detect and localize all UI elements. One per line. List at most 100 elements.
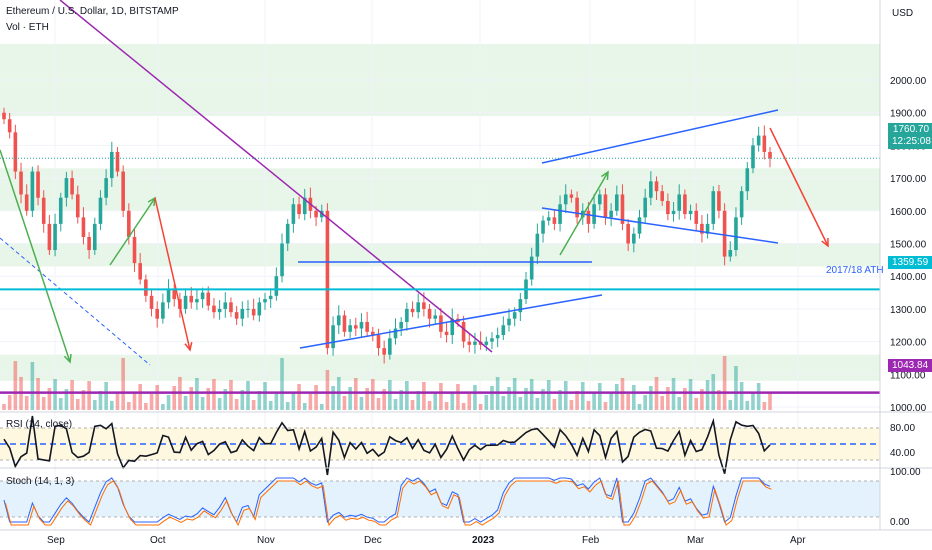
candle-body <box>274 276 279 296</box>
volume-bar <box>144 403 148 410</box>
volume-bar <box>53 379 57 410</box>
candle-body <box>717 191 721 211</box>
dashed-trend-line <box>0 237 151 366</box>
candle-body <box>359 321 364 329</box>
candle-body <box>348 325 352 332</box>
volume-bar <box>575 391 579 410</box>
volume-bar <box>563 381 568 410</box>
candle-body <box>263 299 267 303</box>
candle-body <box>200 292 205 300</box>
stoch-d-line <box>5 480 772 527</box>
red-arrow-1 <box>154 197 191 351</box>
volume-bar <box>149 394 154 410</box>
candle-body <box>700 223 704 234</box>
time-axis: Sep Oct Nov Dec 2023 Feb Mar Apr <box>0 529 932 546</box>
volume-bar <box>7 395 12 410</box>
volume-bar <box>81 390 86 410</box>
candle-body <box>195 299 199 303</box>
volume-bar <box>546 380 551 410</box>
candle-body <box>495 335 500 339</box>
candles <box>2 107 772 364</box>
volume-bar <box>643 395 647 410</box>
candle-body <box>467 341 472 345</box>
candle-body <box>268 295 273 300</box>
rising-support-line <box>299 294 603 349</box>
month-label: Apr <box>790 535 806 546</box>
volume-bar <box>671 378 676 410</box>
price-tick: 2000.00 <box>890 76 927 87</box>
volume-bar <box>626 394 630 410</box>
volume-bar <box>365 388 369 410</box>
candle-body <box>81 217 86 237</box>
candle-body <box>609 210 613 218</box>
countdown-timer: 12:25:08 <box>892 136 931 147</box>
candle-body <box>751 145 755 169</box>
volume-bar <box>541 389 545 410</box>
candle-body <box>705 223 710 234</box>
candle-body <box>2 112 6 120</box>
volume-bars <box>2 356 772 410</box>
candle-body <box>569 194 574 198</box>
volume-bar <box>456 384 460 410</box>
month-label: Sep <box>47 535 65 546</box>
candle-body <box>183 295 188 309</box>
volume-bar <box>234 399 239 410</box>
volume-bar <box>569 400 574 410</box>
volume-bar <box>58 398 63 410</box>
volume-bar <box>92 400 97 410</box>
volume-bar <box>490 386 494 410</box>
candle-body <box>30 171 35 211</box>
candle-body <box>739 191 744 218</box>
volume-bar <box>756 383 761 410</box>
candle-body <box>144 279 148 296</box>
price-axis: USD2000.001900.001800.001700.001600.0015… <box>879 0 927 530</box>
candle-body <box>132 236 137 264</box>
volume-bar <box>632 385 636 410</box>
volume-bar <box>439 383 443 410</box>
candle-body <box>155 308 159 319</box>
candle-body <box>558 204 562 224</box>
candle-body <box>297 204 301 215</box>
candle-body <box>229 302 233 313</box>
candle-body <box>104 178 108 198</box>
candle-body <box>257 302 262 316</box>
candle-body <box>592 204 596 224</box>
candle-body <box>353 325 358 329</box>
candle-body <box>217 308 222 313</box>
volume-bar <box>603 402 608 410</box>
candle-body <box>325 210 330 349</box>
candle-body <box>552 217 557 224</box>
volume-bar <box>172 386 177 410</box>
candle-body <box>19 171 23 195</box>
candle-body <box>444 331 449 336</box>
candle-body <box>365 321 369 332</box>
candle-body <box>251 308 256 316</box>
volume-bar <box>319 404 324 410</box>
candle-body <box>53 223 57 251</box>
volume-bar <box>529 379 534 410</box>
candle-body <box>518 299 523 313</box>
candle-body <box>302 197 307 215</box>
volume-bar <box>64 389 69 410</box>
candle-body <box>586 210 591 224</box>
volume-bar <box>512 378 517 410</box>
candle-body <box>484 341 489 345</box>
volume-bar <box>127 402 131 410</box>
volume-bar <box>717 390 721 410</box>
volume-bar <box>371 379 375 410</box>
volume-bar <box>597 383 602 410</box>
volume-bar <box>166 395 171 410</box>
volume-bar <box>450 393 455 410</box>
volume-bar <box>251 400 256 410</box>
candle-body <box>314 210 318 218</box>
volume-bar <box>302 403 307 410</box>
volume-bar <box>353 378 358 410</box>
candle-body <box>138 263 142 280</box>
volume-bar <box>115 392 120 410</box>
candle-body <box>371 331 375 336</box>
candle-body <box>121 171 125 211</box>
volume-bar <box>768 393 772 410</box>
candle-body <box>563 194 568 205</box>
candle-body <box>615 194 619 211</box>
